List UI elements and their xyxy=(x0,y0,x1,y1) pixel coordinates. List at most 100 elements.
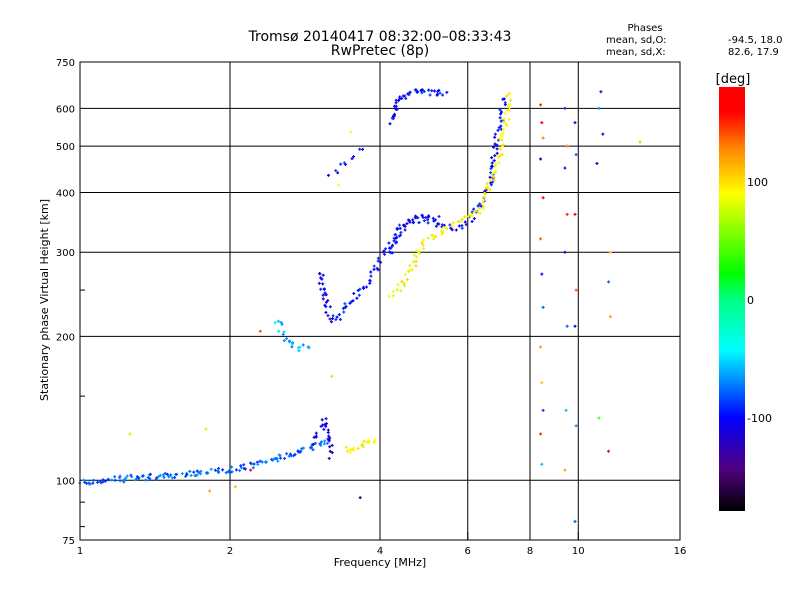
data-point xyxy=(405,222,409,226)
data-point xyxy=(323,423,327,427)
data-point xyxy=(342,310,346,314)
data-point xyxy=(491,172,495,176)
data-point xyxy=(239,466,243,470)
data-point xyxy=(328,449,332,453)
data-point xyxy=(346,449,350,453)
data-point xyxy=(275,457,279,461)
data-point xyxy=(506,93,510,97)
data-point xyxy=(563,106,567,110)
data-point xyxy=(185,473,189,477)
data-point xyxy=(460,217,464,221)
data-point xyxy=(391,289,395,293)
data-point xyxy=(318,272,322,276)
data-point xyxy=(337,313,341,317)
data-point xyxy=(422,219,426,223)
data-point xyxy=(607,449,611,453)
data-point xyxy=(490,161,494,165)
data-point xyxy=(188,469,192,473)
data-point xyxy=(307,346,311,350)
data-point xyxy=(478,202,482,206)
data-point xyxy=(288,452,292,456)
data-point xyxy=(448,223,452,227)
data-point xyxy=(421,215,425,219)
data-point xyxy=(414,88,418,92)
data-point xyxy=(193,473,197,477)
data-point xyxy=(163,471,167,475)
data-point xyxy=(376,256,380,260)
data-point xyxy=(430,233,434,237)
data-point xyxy=(204,427,208,431)
data-point xyxy=(451,221,455,225)
data-point xyxy=(574,424,578,428)
data-point xyxy=(280,322,284,326)
data-point xyxy=(356,289,360,292)
data-point xyxy=(415,249,419,253)
data-point xyxy=(456,220,460,224)
data-point xyxy=(505,124,509,128)
data-point xyxy=(504,122,508,126)
data-point xyxy=(495,143,499,147)
data-point xyxy=(343,302,347,306)
data-point xyxy=(426,221,430,225)
data-point xyxy=(329,320,333,324)
data-point xyxy=(408,269,412,273)
data-point xyxy=(328,445,332,449)
data-point xyxy=(195,469,199,473)
axes: 1 2 4 6 8 10 16 75 100 200 300 400 500 600 750 xyxy=(56,58,686,557)
data-point xyxy=(595,161,599,165)
data-point xyxy=(408,263,412,267)
data-point xyxy=(173,475,177,479)
data-point xyxy=(437,88,441,92)
data-point xyxy=(501,143,505,147)
data-point xyxy=(472,207,476,211)
data-point xyxy=(321,297,325,301)
data-point xyxy=(463,215,467,219)
data-point xyxy=(422,238,426,242)
data-point xyxy=(288,339,292,343)
data-point xyxy=(463,220,467,224)
data-point xyxy=(331,314,335,318)
data-point xyxy=(376,259,380,263)
x-tick-label: 16 xyxy=(674,546,687,557)
data-point xyxy=(309,445,313,449)
data-point xyxy=(400,97,404,101)
data-point xyxy=(336,183,340,187)
data-point xyxy=(497,161,501,165)
data-point xyxy=(392,294,396,298)
data-point xyxy=(264,460,268,464)
data-point xyxy=(460,224,464,228)
data-point xyxy=(426,218,430,222)
data-point xyxy=(397,234,401,238)
grid xyxy=(80,62,680,540)
chart-subtitle: RwPretec (8p) xyxy=(331,43,429,59)
data-point xyxy=(394,233,398,237)
data-point xyxy=(326,299,330,303)
data-point xyxy=(144,478,148,482)
data-point xyxy=(489,171,493,175)
stats-o-value: -94.5, 18.0 xyxy=(728,35,783,46)
data-point xyxy=(349,130,353,134)
data-point xyxy=(491,175,495,179)
data-point xyxy=(393,104,397,108)
data-point xyxy=(442,225,446,229)
data-point xyxy=(493,164,497,168)
data-point xyxy=(501,131,505,135)
data-point xyxy=(414,264,418,268)
data-point xyxy=(387,294,391,298)
x-tick-label: 10 xyxy=(572,546,585,557)
data-point xyxy=(313,441,317,445)
data-point xyxy=(472,211,476,215)
data-point xyxy=(180,472,184,476)
data-point xyxy=(408,90,412,94)
data-point xyxy=(217,470,221,474)
data-point xyxy=(373,438,377,442)
data-point xyxy=(92,478,96,482)
data-point xyxy=(319,287,323,291)
colorbar-tick-label: 100 xyxy=(747,176,768,189)
data-point xyxy=(192,470,196,474)
data-point xyxy=(384,247,388,251)
data-point xyxy=(493,135,497,139)
data-point xyxy=(417,221,421,225)
stats-heading: Phases xyxy=(627,23,662,34)
data-point xyxy=(464,223,468,227)
